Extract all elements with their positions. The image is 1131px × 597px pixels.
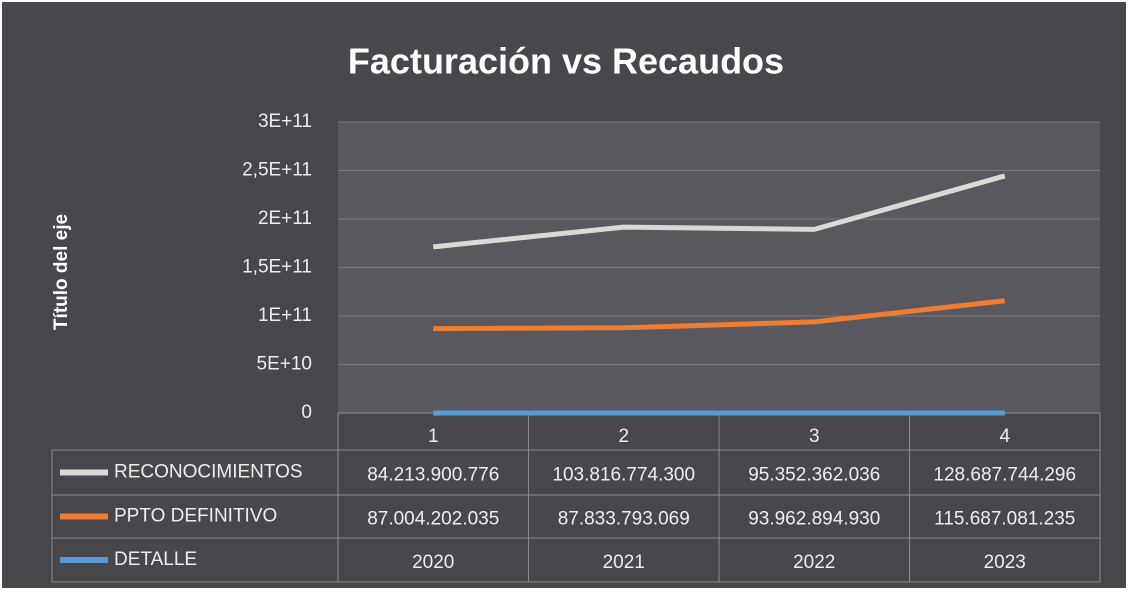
table-value: 93.962.894.930 (748, 509, 880, 530)
table-value: 128.687.744.296 (933, 465, 1076, 486)
table-value: 115.687.081.235 (934, 509, 1075, 530)
x-tick-label: 2 (618, 426, 629, 447)
table-value: 2022 (793, 552, 835, 573)
y-tick-label: 3E+11 (258, 111, 312, 132)
y-tick-label: 2,5E+11 (242, 160, 312, 181)
y-tick-label: 2E+11 (258, 208, 312, 229)
x-tick-label: 4 (999, 426, 1010, 447)
legend-label: DETALLE (114, 549, 197, 570)
y-tick-label: 1E+11 (258, 305, 312, 326)
table-value: 2020 (412, 552, 454, 573)
y-axis-title: Título del eje (51, 214, 72, 330)
series-line (433, 298, 1006, 332)
table-value: 2021 (603, 552, 645, 573)
table-value: 2023 (984, 552, 1026, 573)
table-value: 103.816.774.300 (552, 465, 695, 486)
y-tick-label: 1,5E+11 (242, 257, 312, 278)
y-tick-label: 0 (301, 402, 312, 423)
series-line (432, 173, 1006, 250)
chart-title: Facturación vs Recaudos (348, 41, 784, 82)
table-value: 87.833.793.069 (558, 509, 690, 530)
legend-label: RECONOCIMIENTOS (114, 462, 303, 483)
x-tick-label: 1 (428, 426, 439, 447)
x-tick-label: 3 (809, 426, 820, 447)
table-value: 84.213.900.776 (367, 465, 499, 486)
legend-label: PPTO DEFINITIVO (114, 506, 277, 527)
y-tick-label: 5E+10 (257, 354, 312, 375)
table-value: 87.004.202.035 (367, 509, 499, 530)
table-value: 95.352.362.036 (748, 465, 880, 486)
